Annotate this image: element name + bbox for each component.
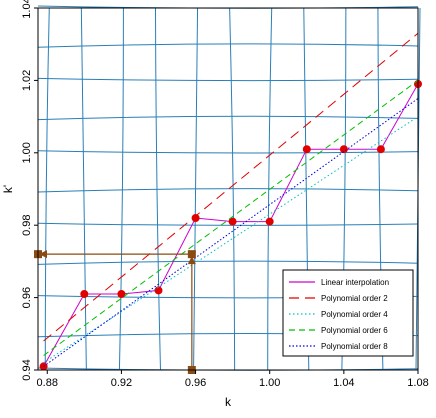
legend-box [282, 269, 414, 357]
grid-line-horizontal [37, 115, 419, 121]
legend-entry-label: Polynomial order 4 [321, 310, 388, 319]
legend-entry-label: Polynomial order 6 [321, 326, 388, 335]
y-axis-label: k' [1, 185, 15, 193]
x-tick-label: 0.88 [37, 377, 58, 389]
x-tick-label: 1.00 [259, 377, 280, 389]
x-tick-label: 0.96 [185, 377, 206, 389]
grid-line-horizontal [37, 222, 419, 226]
grid-line-horizontal [37, 43, 419, 48]
grid-line-vertical [118, 7, 124, 371]
data-point-marker [339, 145, 348, 154]
data-point-marker [228, 217, 237, 226]
arrow-left-icon [39, 250, 47, 259]
series-layer [39, 32, 422, 371]
y-tick-label: 0.94 [21, 359, 33, 380]
data-point-marker [302, 145, 311, 154]
grid-line-horizontal [37, 260, 419, 265]
grid-line-vertical [44, 7, 50, 371]
grid-line-horizontal [37, 77, 419, 82]
y-tick-label: 1.04 [21, 0, 33, 19]
series-line [43, 79, 419, 356]
legend: Linear interpolation Polynomial order 2 Po… [282, 269, 414, 357]
legend-entry-label: Polynomial order 8 [321, 342, 388, 351]
legend-entry-label: Polynomial order 2 [321, 294, 388, 303]
y-tick-label: 1.02 [21, 70, 33, 91]
data-point-marker [154, 286, 163, 295]
y-tick-label: 0.96 [21, 287, 33, 308]
x-tick-label: 1.04 [333, 377, 354, 389]
data-point-marker [117, 290, 126, 298]
x-axis-label: k [225, 395, 232, 409]
annotation-intersection-marker [187, 250, 196, 259]
y-tick-label: 0.98 [21, 214, 33, 235]
arrow-up-icon [187, 256, 196, 265]
legend-entry-label: Linear interpolation [321, 278, 389, 287]
annotation-layer [34, 250, 196, 374]
x-tick-label: 1.08 [407, 377, 428, 389]
data-point-marker [80, 290, 89, 298]
grid-line-vertical [80, 7, 87, 371]
x-tick-label: 0.92 [111, 377, 132, 389]
data-point-marker [191, 214, 200, 222]
axes: 0.88 0.92 0.96 1.00 1.04 1.08 0.94 0.96 0.98 1.00… [1, 0, 429, 409]
grid-line-horizontal [37, 188, 419, 193]
series-line [43, 32, 419, 342]
plot-frame [37, 7, 419, 371]
y-tick-label: 1.00 [21, 142, 33, 163]
series-line [43, 116, 419, 364]
data-point-marker [376, 145, 385, 154]
grid-line-horizontal [37, 150, 419, 154]
data-point-marker [265, 217, 274, 226]
